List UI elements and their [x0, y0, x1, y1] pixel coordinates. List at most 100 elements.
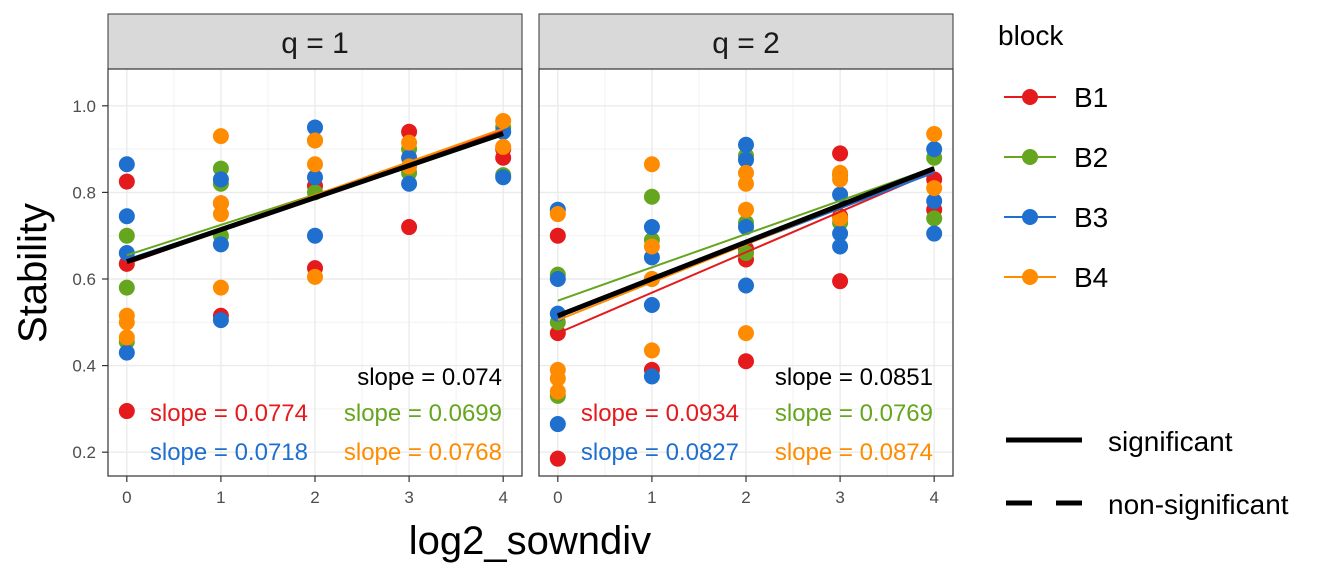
data-point-b4 [307, 132, 323, 149]
legend-label: B1 [1074, 82, 1108, 113]
data-point-b2 [643, 188, 660, 205]
data-point-b4 [738, 175, 754, 192]
slope-label-b2: slope = 0.0699 [344, 400, 502, 427]
data-point-b4 [832, 171, 849, 188]
slope-label-overall: slope = 0.074 [357, 364, 502, 391]
data-point-b1 [549, 227, 566, 244]
y-tick-label: 0.6 [72, 270, 96, 289]
legend-item-b1: B1 [1004, 82, 1108, 113]
legend-item-non-significant: non-significant [1006, 489, 1289, 520]
slope-label-overall: slope = 0.0851 [775, 364, 933, 391]
data-point-b4 [926, 180, 943, 197]
slope-label-b3: slope = 0.0827 [581, 439, 739, 466]
legend-label: significant [1108, 426, 1233, 457]
slope-label-b4: slope = 0.0768 [344, 439, 502, 466]
data-point-b3 [738, 136, 754, 153]
data-point-b3 [738, 151, 754, 168]
data-point-b3 [926, 141, 943, 158]
x-tick-label: 4 [929, 488, 938, 507]
regression-line-overall [556, 166, 936, 319]
data-point-b4 [495, 112, 512, 129]
legend-marker [1022, 209, 1038, 225]
data-point-b4 [118, 329, 135, 346]
data-point-b3 [118, 344, 135, 361]
data-point-b3 [118, 156, 135, 173]
data-point-b3 [401, 175, 418, 192]
x-tick-label: 2 [741, 488, 750, 507]
legend: block B1 B2 B3 B4 significant non-significant [998, 20, 1289, 520]
legend-item-b4: B4 [1004, 262, 1108, 293]
data-point-b1 [118, 173, 135, 190]
data-point-b3 [118, 245, 135, 262]
data-point-b4 [401, 134, 418, 151]
x-tick-label: 4 [498, 488, 507, 507]
legend-marker [1022, 269, 1038, 285]
x-tick-label: 0 [122, 488, 131, 507]
y-axis-label: Stability [11, 203, 55, 343]
data-point-b4 [549, 206, 566, 223]
legend-item-b2: B2 [1004, 142, 1108, 173]
data-point-b2 [926, 210, 943, 227]
data-point-b1 [832, 273, 849, 290]
x-tick-label: 1 [216, 488, 225, 507]
data-point-b4 [212, 128, 229, 145]
y-tick-label: 0.2 [72, 443, 96, 462]
panel-2: q = 2 slope = 0.0851 slope = 0.0934 slope =… [538, 13, 954, 507]
data-point-b3 [307, 119, 323, 136]
panel-1: q = 1 slope = 0.074 slope = 0.0774 slope = … [72, 13, 523, 507]
data-point-b3 [926, 225, 943, 242]
data-point-b4 [549, 370, 566, 387]
data-point-b4 [212, 206, 229, 223]
data-point-b4 [307, 268, 323, 285]
y-tick-label: 0.4 [72, 357, 96, 376]
x-tick-label: 2 [310, 488, 319, 507]
data-point-b3 [832, 238, 849, 255]
data-point-b1 [549, 450, 566, 467]
data-point-b2 [118, 227, 135, 244]
slope-label-b1: slope = 0.0774 [150, 400, 308, 427]
x-tick-label: 1 [647, 488, 656, 507]
x-tick-label: 0 [553, 488, 562, 507]
data-point-b3 [643, 368, 660, 385]
data-point-b3 [926, 193, 943, 210]
data-point-b3 [549, 416, 566, 433]
data-point-b4 [495, 138, 512, 155]
slope-label-b2: slope = 0.0769 [775, 400, 933, 427]
panel-strip-label: q = 2 [712, 27, 780, 60]
data-point-b3 [307, 169, 323, 186]
legend-item-b3: B3 [1004, 202, 1108, 233]
data-point-b4 [738, 325, 754, 342]
data-point-b1 [832, 145, 849, 162]
regression-line-b2 [557, 166, 935, 302]
legend-title: block [998, 20, 1064, 51]
data-point-b1 [401, 219, 418, 236]
data-point-b4 [118, 314, 135, 331]
legend-item-significant: significant [1006, 426, 1233, 457]
slope-label-b1: slope = 0.0934 [581, 400, 739, 427]
data-point-b4 [307, 156, 323, 173]
x-tick-label: 3 [835, 488, 844, 507]
data-point-b2 [118, 279, 135, 296]
data-point-b4 [643, 156, 660, 173]
data-point-b3 [495, 169, 512, 186]
x-axis-label: log2_sowndiv [409, 519, 651, 563]
data-point-b4 [549, 383, 566, 400]
legend-label: B4 [1074, 262, 1108, 293]
legend-label: B3 [1074, 202, 1108, 233]
y-tick-label: 1.0 [72, 97, 96, 116]
data-point-b1 [118, 403, 135, 420]
data-point-b4 [643, 238, 660, 255]
data-point-b3 [118, 208, 135, 225]
data-point-b3 [307, 227, 323, 244]
slope-label-b3: slope = 0.0718 [150, 439, 308, 466]
data-point-b4 [738, 201, 754, 218]
data-point-b3 [212, 312, 229, 329]
data-point-b4 [212, 279, 229, 296]
panels-layer: q = 1 slope = 0.074 slope = 0.0774 slope = … [72, 13, 954, 507]
panel-strip-label: q = 1 [281, 27, 349, 60]
data-point-b3 [212, 236, 229, 253]
data-point-b3 [643, 296, 660, 313]
legend-marker [1022, 149, 1038, 165]
legend-marker [1022, 89, 1038, 105]
